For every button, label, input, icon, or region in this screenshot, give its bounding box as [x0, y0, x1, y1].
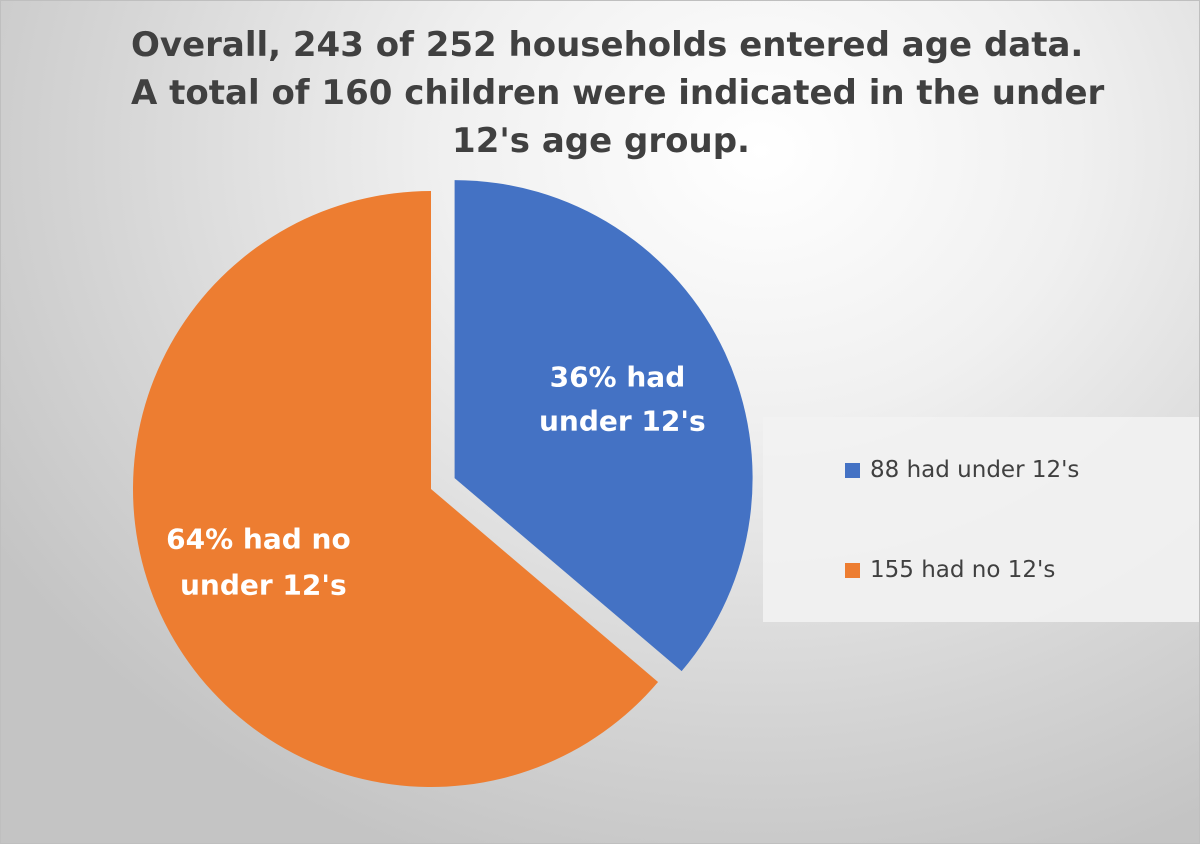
- legend-swatch: [845, 562, 860, 578]
- chart-title-line: A total of 160 children were indicated i…: [131, 73, 1105, 113]
- legend-swatch: [845, 462, 860, 478]
- pie-slice-no-under-12s[interactable]: [132, 191, 659, 788]
- chart-title-line: Overall, 243 of 252 households entered a…: [131, 25, 1084, 65]
- legend-label: 155 had no 12's: [870, 557, 1056, 583]
- chart-legend: 88 had under 12's 155 had no 12's: [763, 417, 1199, 622]
- legend-item-under-12s[interactable]: 88 had under 12's: [845, 457, 1079, 483]
- pie-slice-under-12s[interactable]: [454, 180, 753, 672]
- legend-item-no-under-12s[interactable]: 155 had no 12's: [845, 557, 1055, 583]
- chart-title: Overall, 243 of 252 households entered a…: [131, 21, 1105, 165]
- data-label-line: 36% had: [550, 361, 686, 394]
- chart-title-line: 12's age group.: [452, 121, 750, 161]
- data-label-line: 64% had no: [166, 523, 351, 556]
- legend-label: 88 had under 12's: [870, 457, 1080, 483]
- data-label-line: under 12's: [180, 569, 347, 602]
- data-label-line: under 12's: [539, 405, 706, 438]
- data-label-no-under-12s: 64% had no under 12's: [166, 523, 360, 602]
- data-label-under-12s: 36% had under 12's: [539, 361, 706, 438]
